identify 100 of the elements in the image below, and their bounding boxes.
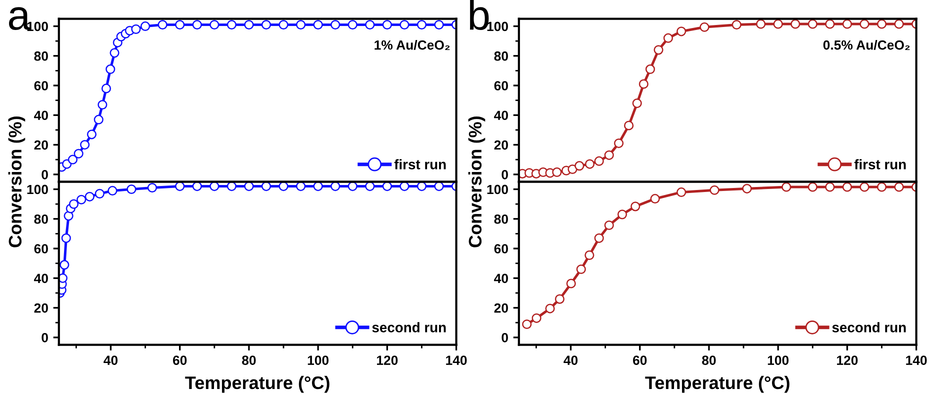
- point: [131, 24, 141, 34]
- point: [894, 19, 904, 29]
- x-axis-title: Temperature (°C): [185, 376, 330, 393]
- legend-label: first run: [854, 159, 906, 170]
- point: [348, 20, 358, 30]
- point: [876, 19, 887, 29]
- point: [210, 20, 220, 30]
- x-axis-title: Temperature (°C): [645, 376, 790, 393]
- point: [654, 45, 664, 55]
- x-tick-label: 120: [376, 356, 398, 365]
- point: [614, 138, 624, 148]
- point: [604, 220, 614, 230]
- point: [676, 187, 686, 197]
- point: [126, 184, 136, 194]
- point: [825, 182, 835, 192]
- point: [710, 185, 720, 195]
- point: [58, 273, 68, 283]
- point: [330, 182, 340, 192]
- annotation: 0.5% Au/CeO₂: [823, 40, 910, 50]
- point: [894, 182, 904, 192]
- point: [842, 182, 852, 192]
- point: [632, 98, 642, 108]
- point: [773, 19, 783, 29]
- point: [434, 182, 444, 192]
- point: [98, 100, 108, 110]
- point: [808, 182, 818, 192]
- point: [158, 20, 168, 30]
- point: [584, 250, 594, 260]
- point: [532, 313, 542, 323]
- point: [624, 120, 634, 130]
- y-axis-title: Conversion (%): [8, 116, 26, 248]
- y-tick-label: 40: [34, 110, 48, 120]
- point: [261, 182, 272, 192]
- y-tick-label: 0: [42, 333, 48, 342]
- point: [552, 167, 562, 177]
- y-axis-title: Conversion (%): [468, 116, 486, 248]
- point: [68, 199, 79, 209]
- point: [101, 84, 112, 94]
- legend-label: first run: [394, 159, 446, 170]
- point: [64, 211, 74, 221]
- point: [80, 140, 90, 150]
- point: [416, 182, 427, 192]
- point: [663, 33, 673, 43]
- point: [700, 22, 710, 32]
- y-tick-label: 20: [494, 140, 508, 150]
- point: [278, 182, 288, 192]
- point: [348, 182, 358, 192]
- point: [365, 20, 375, 30]
- point: [617, 210, 628, 220]
- x-tick-label: 40: [104, 356, 118, 365]
- annotation: 1% Au/CeO₂: [374, 40, 450, 50]
- point: [574, 161, 584, 171]
- point: [416, 20, 427, 30]
- y-tick-label: 40: [34, 274, 48, 284]
- point: [296, 182, 306, 192]
- point: [192, 20, 202, 30]
- point: [313, 182, 323, 192]
- point: [604, 150, 614, 160]
- point: [261, 20, 272, 30]
- point: [650, 194, 660, 204]
- point: [175, 182, 185, 192]
- point: [860, 19, 870, 29]
- y-tick-label: 80: [494, 51, 508, 61]
- y-tick-label: 60: [494, 81, 508, 90]
- y-tick-label: 40: [494, 274, 508, 284]
- point: [400, 182, 410, 192]
- legend-label: second run: [832, 322, 906, 332]
- point: [210, 182, 220, 192]
- point: [790, 19, 800, 29]
- point: [756, 19, 766, 29]
- x-tick-label: 60: [633, 356, 647, 365]
- y-tick-label: 60: [34, 81, 48, 90]
- point: [876, 182, 887, 192]
- point: [244, 182, 254, 192]
- point: [842, 19, 852, 29]
- point: [645, 64, 656, 74]
- point: [382, 182, 392, 192]
- x-tick-label: 60: [172, 356, 187, 365]
- point: [576, 264, 586, 274]
- point: [434, 20, 444, 30]
- point: [278, 20, 288, 30]
- y-tick-label: 100: [487, 22, 508, 32]
- x-tick-label: 120: [837, 356, 858, 365]
- x-tick-label: 40: [564, 356, 578, 365]
- x-tick-label: 140: [906, 356, 927, 365]
- y-tick-label: 20: [494, 303, 508, 313]
- point: [382, 20, 392, 30]
- point: [244, 20, 254, 30]
- point: [108, 186, 118, 196]
- point: [365, 182, 375, 192]
- point: [60, 260, 70, 270]
- point: [808, 19, 818, 29]
- point: [94, 114, 104, 124]
- y-tick-label: 0: [502, 170, 508, 180]
- point: [566, 278, 576, 288]
- point: [296, 20, 306, 30]
- y-tick-label: 20: [34, 140, 48, 150]
- x-tick-label: 100: [308, 356, 329, 365]
- point: [61, 233, 71, 243]
- x-tick-label: 80: [242, 356, 256, 365]
